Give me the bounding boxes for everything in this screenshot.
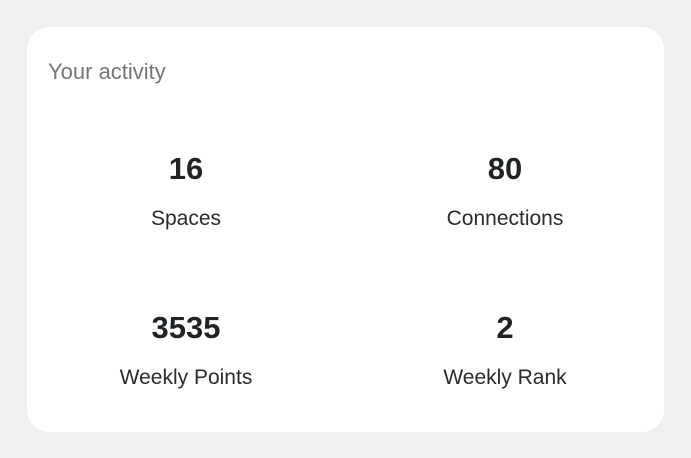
stat-value: 3535: [151, 310, 221, 345]
stat-weekly-rank: 2 Weekly Rank: [346, 310, 664, 391]
stat-label: Weekly Rank: [443, 366, 567, 389]
stat-label: Weekly Points: [119, 366, 253, 389]
stat-weekly-points: 3535 Weekly Points: [27, 310, 345, 391]
activity-card: Your activity 16 Spaces 80 Connections 3…: [27, 27, 664, 432]
stat-label: Spaces: [150, 207, 222, 230]
stat-value: 2: [496, 310, 514, 345]
stat-value: 80: [487, 151, 523, 186]
stat-value: 16: [168, 151, 204, 186]
stat-label: Connections: [446, 207, 564, 230]
stat-spaces: 16 Spaces: [27, 151, 345, 232]
stat-connections: 80 Connections: [346, 151, 664, 232]
card-title: Your activity: [48, 59, 166, 84]
